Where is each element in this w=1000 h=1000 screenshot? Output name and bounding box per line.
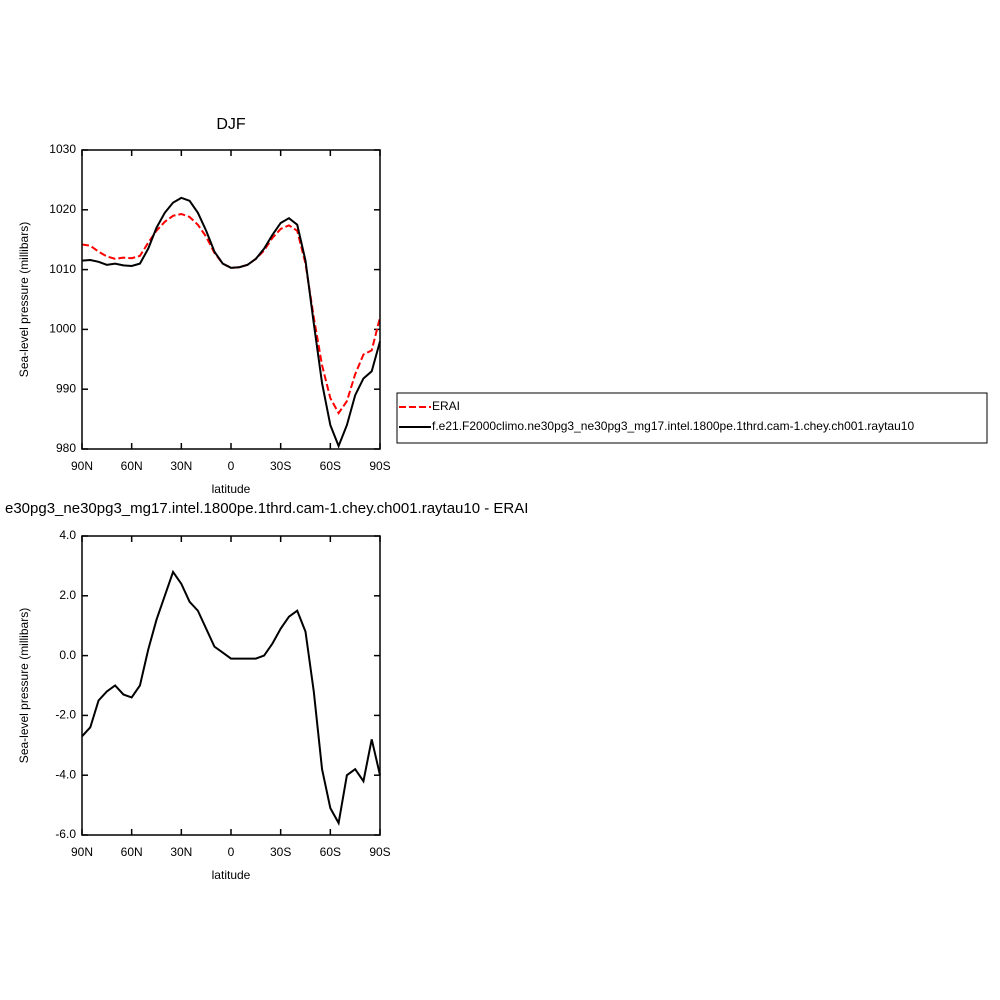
x-tick-label: 30N <box>170 845 192 859</box>
y-tick-label: 980 <box>56 441 76 455</box>
x-tick-label: 60S <box>320 845 341 859</box>
x-tick-label: 0 <box>228 845 235 859</box>
y-tick-label: 4.0 <box>59 528 76 542</box>
data-line <box>81 212 381 416</box>
plot-frame <box>81 149 381 450</box>
x-tick-label: 30S <box>270 459 291 473</box>
chart-title: DJF <box>216 116 246 133</box>
plot-frame <box>81 535 381 836</box>
x-tick-label: 30N <box>170 459 192 473</box>
data-line <box>81 196 381 449</box>
chart-title: e30pg3_ne30pg3_mg17.intel.1800pe.1thrd.c… <box>5 500 528 517</box>
x-tick-label: 90N <box>71 845 93 859</box>
x-tick-label: 90S <box>369 459 390 473</box>
y-tick-label: 990 <box>56 381 76 395</box>
y-tick-label: 0.0 <box>59 648 76 662</box>
y-axis-label: Sea-level pressure (millibars) <box>17 608 31 763</box>
y-tick-label: 1000 <box>49 322 76 336</box>
x-axis-label: latitude <box>212 868 251 882</box>
x-tick-label: 60N <box>121 845 143 859</box>
x-tick-label: 90N <box>71 459 93 473</box>
legend-label: ERAI <box>432 399 460 413</box>
x-tick-label: 30S <box>270 845 291 859</box>
y-tick-label: -4.0 <box>55 767 76 781</box>
y-tick-label: 1020 <box>49 202 76 216</box>
y-tick-label: 2.0 <box>59 588 76 602</box>
y-tick-label: 1010 <box>49 262 76 276</box>
x-tick-label: 0 <box>228 459 235 473</box>
x-axis-label: latitude <box>212 482 251 496</box>
y-tick-label: -2.0 <box>55 708 76 722</box>
x-tick-label: 90S <box>369 845 390 859</box>
legend-box <box>396 392 988 444</box>
y-tick-label: 1030 <box>49 142 76 156</box>
y-axis-label: Sea-level pressure (millibars) <box>17 222 31 377</box>
x-tick-label: 60S <box>320 459 341 473</box>
y-tick-label: -6.0 <box>55 827 76 841</box>
data-line <box>81 569 381 827</box>
x-tick-label: 60N <box>121 459 143 473</box>
legend-label: f.e21.F2000climo.ne30pg3_ne30pg3_mg17.in… <box>432 419 914 433</box>
